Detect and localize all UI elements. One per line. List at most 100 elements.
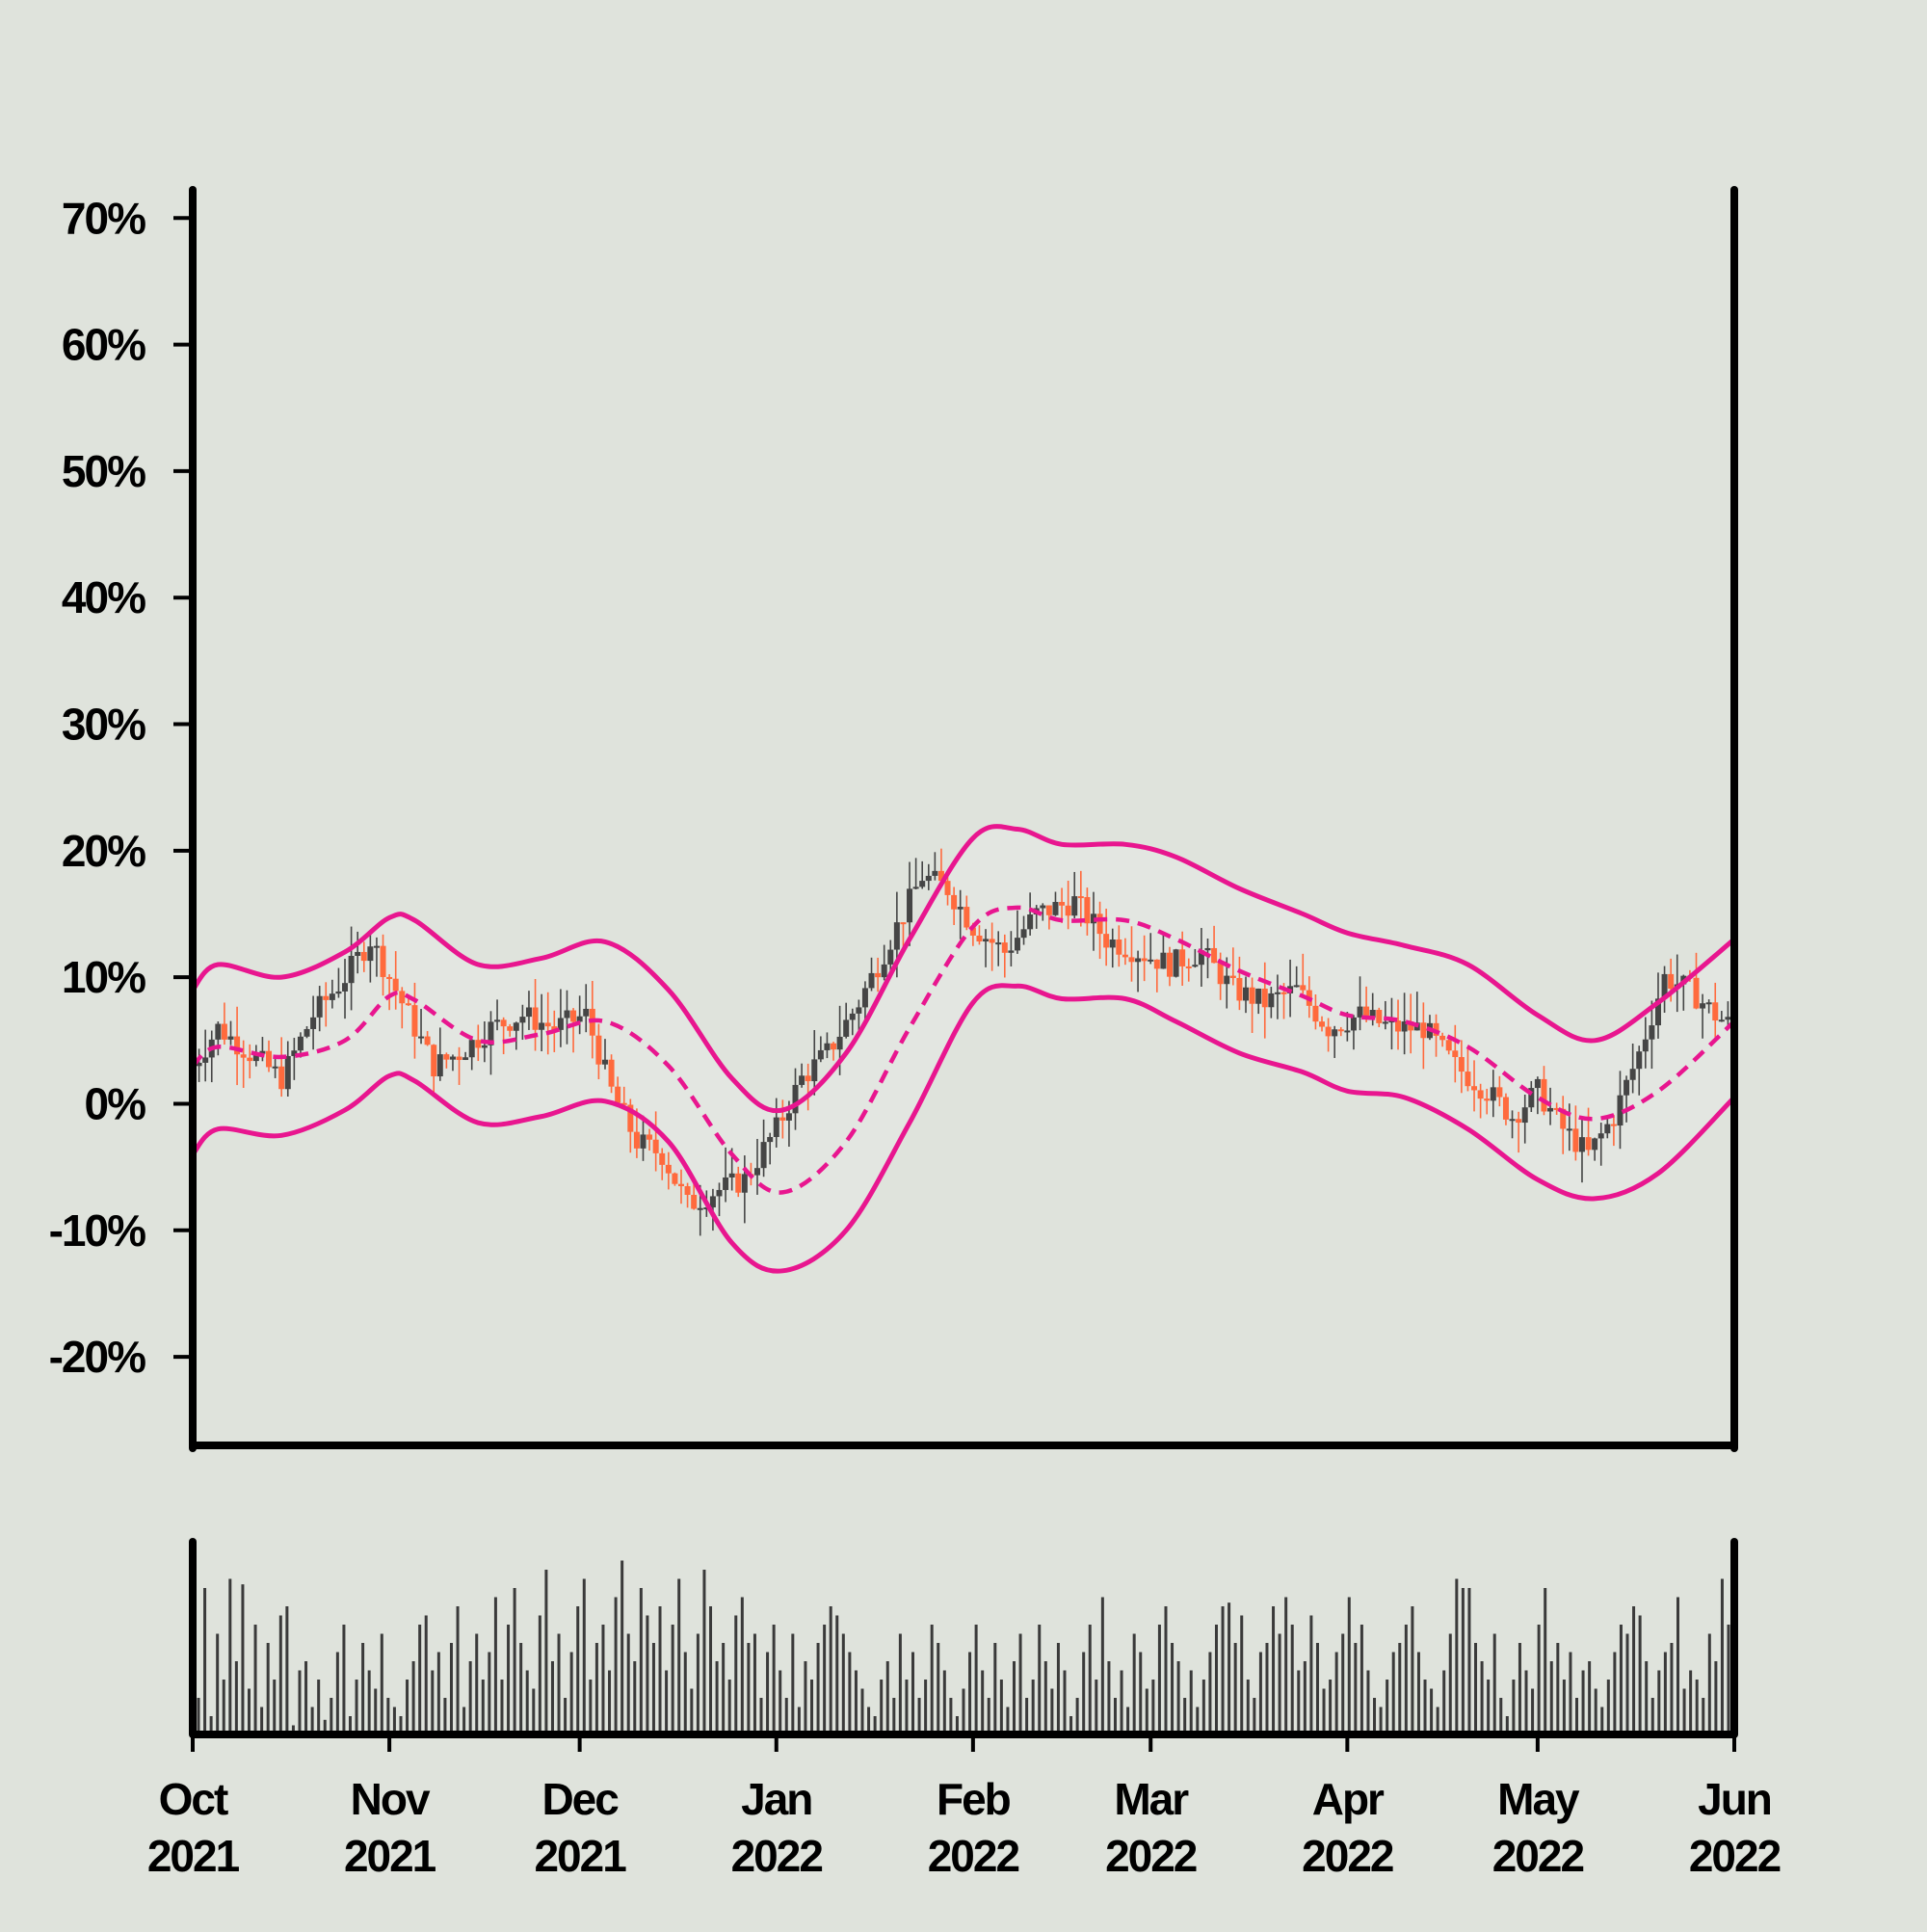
- volume-bar: [209, 1716, 213, 1734]
- candle-body: [564, 1010, 570, 1019]
- candle-body: [608, 1059, 615, 1087]
- candle-body: [944, 881, 951, 895]
- volume-bar: [671, 1625, 674, 1734]
- volume-bar: [993, 1643, 997, 1734]
- candle-body: [411, 1005, 418, 1037]
- candle-body: [836, 1036, 843, 1050]
- y-tick-label: 40%: [62, 572, 145, 622]
- candle-body: [856, 1007, 862, 1014]
- candle-body: [392, 978, 399, 992]
- x-tick-label-month: Feb: [937, 1774, 1011, 1824]
- volume-bar: [1625, 1633, 1629, 1734]
- candle-body: [373, 945, 380, 948]
- volume-bar: [1303, 1661, 1307, 1734]
- candle-body: [1617, 1095, 1623, 1126]
- volume-bar: [260, 1707, 264, 1734]
- volume-bar: [1707, 1633, 1711, 1734]
- candle-body: [672, 1173, 678, 1184]
- volume-bar: [335, 1652, 339, 1734]
- volume-bar: [658, 1606, 662, 1734]
- volume-bar: [406, 1680, 409, 1734]
- candle-body: [925, 875, 932, 882]
- candle-body: [1128, 957, 1135, 963]
- volume-bar: [1063, 1670, 1067, 1734]
- volume-bar: [456, 1606, 460, 1734]
- candle-body: [1668, 973, 1675, 990]
- volume-bar: [1132, 1633, 1136, 1734]
- volume-bar: [1600, 1707, 1604, 1734]
- volume-bar: [1676, 1597, 1680, 1734]
- candle-body: [1249, 987, 1255, 1004]
- volume-bar: [1448, 1633, 1452, 1734]
- volume-bar: [1246, 1680, 1250, 1734]
- volume-bar: [614, 1597, 618, 1734]
- candle-body: [595, 1035, 602, 1065]
- candle-body: [405, 1003, 411, 1006]
- candle-body: [1578, 1137, 1585, 1152]
- volume-bar: [1258, 1652, 1262, 1734]
- candle-body: [297, 1036, 304, 1051]
- candle-body: [278, 1066, 285, 1090]
- volume-bar: [1088, 1625, 1092, 1734]
- volume-bar: [392, 1707, 396, 1734]
- x-tick-label-month: Apr: [1312, 1774, 1385, 1824]
- volume-bar: [1442, 1670, 1446, 1734]
- volume-bar: [804, 1661, 807, 1734]
- volume-bar: [620, 1560, 624, 1734]
- volume-bar: [797, 1707, 801, 1734]
- candle-body: [1547, 1107, 1554, 1112]
- volume-bar: [1632, 1606, 1636, 1734]
- volume-bar: [1290, 1625, 1294, 1734]
- volume-bar: [930, 1625, 934, 1734]
- volume-bar: [228, 1578, 232, 1734]
- candle-body: [1236, 977, 1243, 1001]
- volume-bar: [696, 1633, 700, 1734]
- candle-body: [1185, 966, 1192, 968]
- x-tick-label-year: 2022: [1302, 1831, 1393, 1881]
- volume-bar: [955, 1716, 959, 1734]
- candle-body: [1541, 1078, 1547, 1112]
- candle-body: [443, 1054, 450, 1060]
- volume-bar: [848, 1652, 852, 1734]
- candle-body: [716, 1189, 723, 1197]
- volume-bar: [1171, 1643, 1175, 1734]
- volume-bar: [361, 1643, 365, 1734]
- candle-body: [868, 972, 875, 989]
- volume-bar: [1107, 1661, 1111, 1734]
- volume-bar: [835, 1615, 839, 1734]
- volume-bar: [779, 1670, 782, 1734]
- candle-body: [1521, 1107, 1528, 1124]
- volume-bar: [1157, 1625, 1161, 1734]
- volume-bar: [772, 1625, 776, 1734]
- volume-bar: [987, 1698, 990, 1734]
- candle-body: [937, 870, 944, 882]
- volume-bar: [1043, 1661, 1047, 1734]
- volume-bar: [981, 1670, 985, 1734]
- candle-body: [1325, 1026, 1332, 1037]
- volume-bar: [247, 1688, 251, 1734]
- volume-bar: [690, 1688, 694, 1734]
- volume-bar: [1164, 1606, 1168, 1734]
- candle-body: [767, 1136, 774, 1143]
- volume-bar: [594, 1643, 598, 1734]
- volume-bar: [1196, 1707, 1200, 1734]
- candle-body: [735, 1173, 742, 1193]
- volume-bar: [1702, 1698, 1705, 1734]
- candle-body: [1014, 938, 1020, 951]
- candle-body: [969, 927, 976, 936]
- candle-body: [615, 1086, 621, 1103]
- candle-body: [329, 993, 335, 1000]
- volume-bar: [1411, 1606, 1414, 1734]
- volume-bar: [449, 1643, 453, 1734]
- candle-body: [831, 1043, 837, 1050]
- candle-body: [824, 1043, 831, 1050]
- candle-body: [1376, 1010, 1383, 1023]
- candle-body: [1192, 965, 1199, 967]
- volume-bar: [1126, 1707, 1130, 1734]
- volume-bar: [1423, 1680, 1427, 1734]
- volume-bar: [1069, 1716, 1073, 1734]
- candle-body: [507, 1026, 514, 1031]
- candle-body: [601, 1059, 608, 1065]
- candle-body: [1344, 1030, 1351, 1033]
- candle-body: [1484, 1098, 1491, 1101]
